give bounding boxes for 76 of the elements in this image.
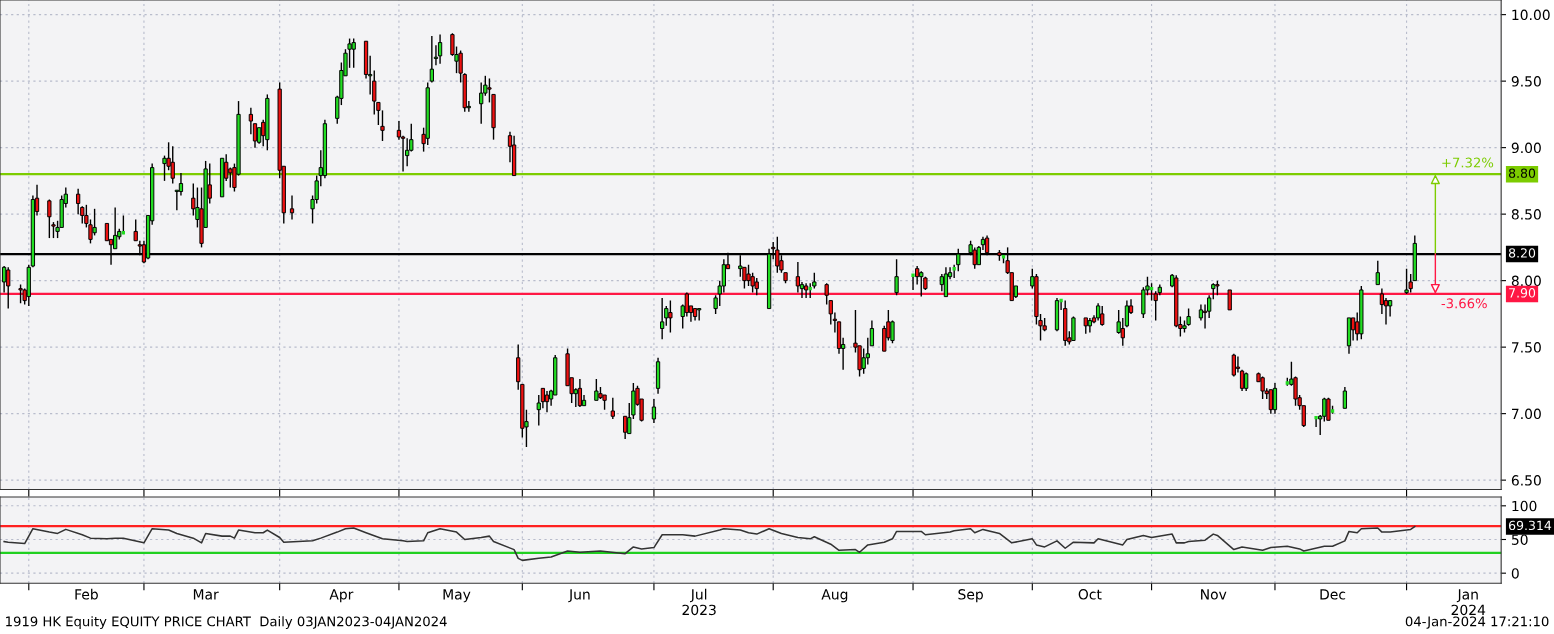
candlestick xyxy=(76,188,81,215)
x-tick-label: Oct xyxy=(1078,589,1102,600)
candlestick xyxy=(18,283,23,304)
candlestick xyxy=(668,299,673,334)
candlestick xyxy=(429,35,434,84)
candlestick xyxy=(92,208,97,237)
y-tick-label: 0 xyxy=(1511,568,1519,579)
candlestick xyxy=(47,198,52,239)
x-tick-label: Jun xyxy=(568,589,590,603)
candlestick xyxy=(6,266,11,310)
candlestick xyxy=(623,415,628,440)
candlestick xyxy=(1100,305,1105,327)
candlestick xyxy=(1260,375,1265,400)
ref-line-label: 8.80 xyxy=(1508,168,1536,178)
candlestick xyxy=(869,319,875,347)
candlestick xyxy=(865,337,870,366)
candlestick xyxy=(610,396,615,420)
x-tick-label: Sep xyxy=(958,589,983,603)
ref-line-label: 7.90 xyxy=(1509,288,1536,298)
y-tick-label: 7.00 xyxy=(1512,408,1541,420)
candlestick xyxy=(1227,289,1232,311)
annotation: +7.32% xyxy=(1442,157,1494,168)
y-tick-label: 10.00 xyxy=(1512,9,1550,21)
candlestick xyxy=(1272,382,1278,415)
candlestick xyxy=(133,218,138,242)
candlestick xyxy=(1404,267,1409,295)
x-tick-label: Feb xyxy=(75,588,98,600)
y-tick-label: 9.00 xyxy=(1511,142,1541,154)
candlestick xyxy=(170,145,175,185)
y-tick-label: 100 xyxy=(1512,500,1537,512)
candlestick xyxy=(1350,317,1356,342)
candlestick xyxy=(536,394,541,427)
x-tick-label: Mar xyxy=(193,589,219,600)
x-tick-label: Apr xyxy=(329,589,354,603)
candlestick xyxy=(594,378,599,402)
line-series xyxy=(3,525,1416,562)
candlestick xyxy=(1244,371,1249,392)
y-tick-label: 6.50 xyxy=(1511,475,1541,486)
x-tick-label: May xyxy=(443,589,471,603)
candlestick xyxy=(437,33,443,65)
candlestick xyxy=(178,172,184,197)
text: 1919 HK Equity EQUITY PRICE CHART Daily 03JAN2023-04JAN2024 xyxy=(6,616,447,629)
y-tick-label: 9.50 xyxy=(1511,76,1541,87)
candlestick xyxy=(1314,415,1318,428)
x-tick-label: Dec xyxy=(1320,589,1346,600)
candlestick xyxy=(479,81,484,125)
text: 69.314 xyxy=(1508,520,1552,531)
x-tick-label: Jan 2024 xyxy=(1451,589,1486,616)
candlestick xyxy=(894,258,899,296)
candlestick xyxy=(1408,273,1413,294)
candlestick xyxy=(1342,386,1348,410)
text: 04-Jan-2024 17:21:10 xyxy=(1405,616,1549,629)
y-tick-label: 8.50 xyxy=(1511,209,1541,220)
y-tick-label: 8.00 xyxy=(1511,275,1541,287)
candlestick xyxy=(919,270,924,298)
candlestick xyxy=(651,398,657,424)
x-tick-label: Nov xyxy=(1201,589,1227,600)
candlestick xyxy=(351,37,356,69)
y-tick-label: 7.50 xyxy=(1512,342,1541,353)
candlestick xyxy=(721,258,726,294)
candlestick xyxy=(1375,259,1380,286)
candlestick xyxy=(1387,299,1393,318)
y-tick-label: 50 xyxy=(1511,534,1528,545)
candlestick xyxy=(289,194,295,221)
candlestick xyxy=(540,387,546,410)
candlestick xyxy=(162,154,167,182)
candlestick xyxy=(697,307,702,322)
candlestick xyxy=(396,120,402,141)
x-tick-label: Jul 2023 xyxy=(682,588,716,616)
annotation: -3.66% xyxy=(1441,298,1487,309)
candlestick xyxy=(795,261,801,294)
x-tick-label: Aug xyxy=(821,589,848,603)
ref-line-label: 8.20 xyxy=(1508,248,1536,258)
candlestick xyxy=(660,297,665,340)
candlestick xyxy=(915,265,920,286)
candlestick xyxy=(1,265,7,294)
